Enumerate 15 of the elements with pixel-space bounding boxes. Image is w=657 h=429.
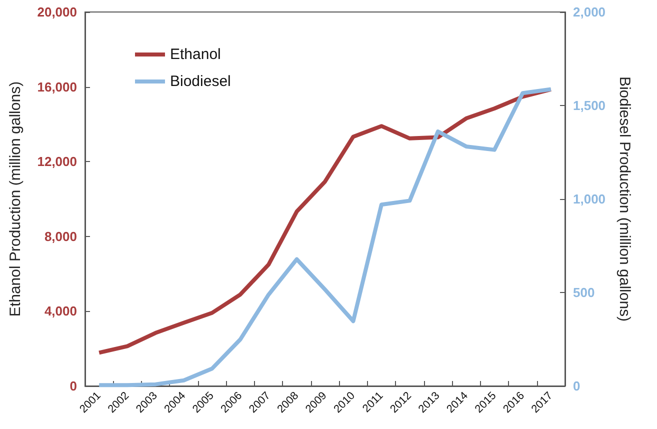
y-tick-label: 4,000 <box>44 304 77 319</box>
y2-tick-label: 500 <box>573 285 595 300</box>
legend-label: Biodiesel <box>170 73 231 90</box>
y-axis-title: Ethanol Production (million gallons) <box>7 81 24 317</box>
legend-label: Ethanol <box>170 46 221 63</box>
y-tick-label: 12,000 <box>37 154 77 170</box>
y2-tick-label: 1,500 <box>573 98 606 113</box>
y2-tick-label: 1,000 <box>573 192 606 206</box>
y2-tick-label: 0 <box>573 378 580 394</box>
y-tick-label: 0 <box>70 378 77 394</box>
y-tick-label: 8,000 <box>44 228 77 244</box>
y-tick-label: 16,000 <box>37 79 77 94</box>
y-tick-label: 20,000 <box>37 4 77 20</box>
y2-axis-title: Biodiesel Production (million gallons) <box>616 76 633 322</box>
y2-tick-label: 2,000 <box>573 4 606 20</box>
